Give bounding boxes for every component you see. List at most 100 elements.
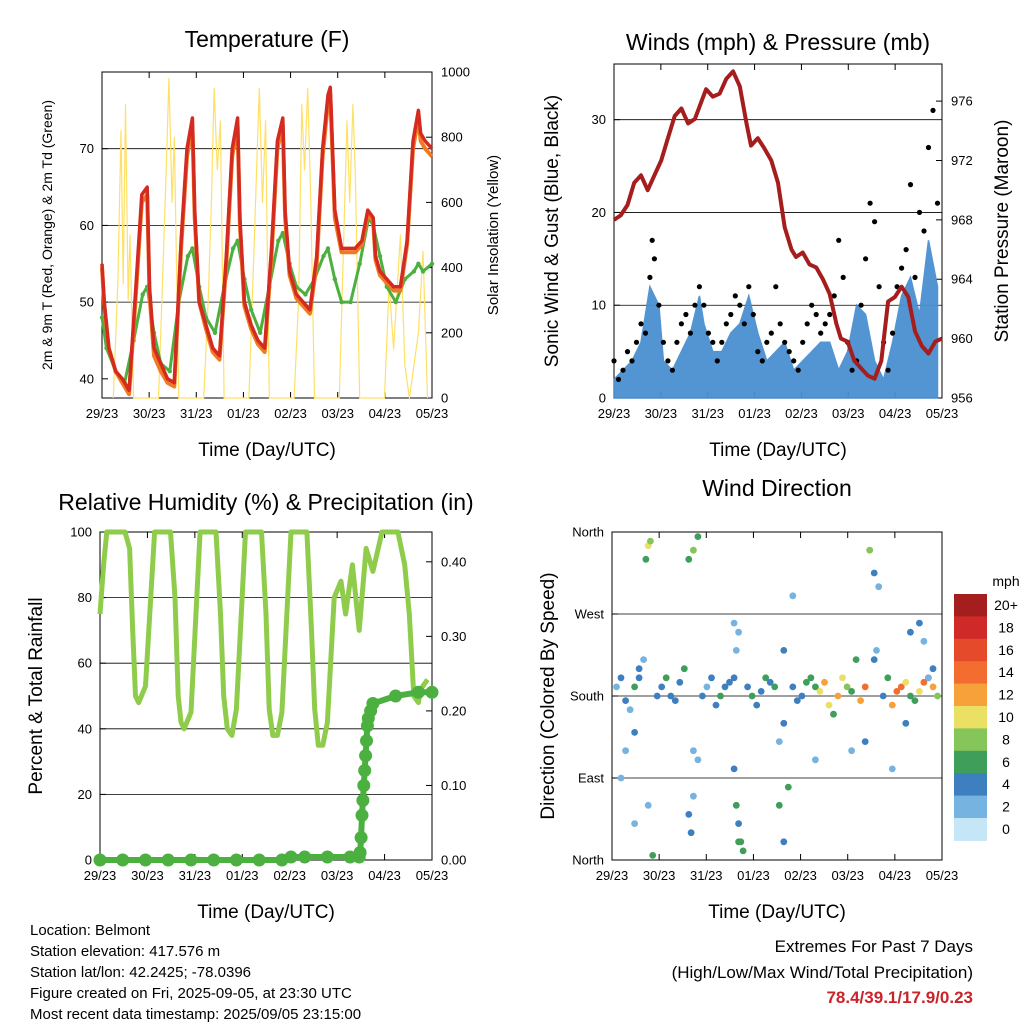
wind-direction-point [640, 656, 647, 663]
wind-direction-point [907, 628, 914, 636]
gust-point [696, 284, 703, 290]
wind-direction-point [861, 738, 869, 745]
y2-tick-label: 200 [441, 325, 463, 340]
wind-direction-point [690, 546, 697, 554]
gust-point [678, 321, 685, 327]
colorbar-label: 10 [998, 709, 1014, 725]
wind-direction-point [848, 688, 855, 695]
wind-direction-point [793, 697, 801, 704]
y-tick-label: 50 [80, 295, 94, 310]
y-axis-label: Direction (Colored By Speed) [538, 572, 559, 819]
wind-direction-point [671, 697, 679, 704]
gust-point [764, 339, 770, 345]
wind-direction-point [647, 537, 654, 545]
wind-direction-point [771, 683, 779, 691]
panel-2: 0 10 20 30 956 960 964 968 972 976 29/23 30/23 31/23… [542, 29, 1013, 461]
gust-point [872, 219, 878, 225]
gust-point [701, 302, 707, 308]
dewpoint-point [140, 292, 145, 297]
colorbar-label: 0 [1002, 821, 1010, 837]
extremes-box: Extremes For Past 7 Days (High/Low/Max W… [672, 934, 973, 1011]
wind-direction-point [617, 674, 625, 682]
wind-direction-point [925, 674, 932, 682]
gust-point [782, 339, 788, 345]
panel-3: 0 20 40 60 80 100 0.00 0.10 0.20 0.30 0.40 29/23 30/… [26, 489, 474, 923]
gust-point [822, 321, 828, 327]
gust-point [903, 247, 909, 253]
x-axis-label: Time (Day/UTC) [198, 440, 336, 461]
wind-direction-point [766, 678, 774, 686]
dewpoint-point [332, 276, 337, 282]
x-tick-label: 30/23 [645, 406, 678, 421]
gust-point [642, 330, 649, 336]
location-text: Location: Belmont [30, 922, 151, 939]
chart-title: Relative Humidity (%) & Precipitation (i… [58, 489, 473, 515]
y-tick-label: 10 [592, 298, 606, 313]
y-axis-label: Sonic Wind & Gust (Blue, Black) [542, 95, 563, 367]
wind-direction-point [852, 656, 860, 663]
gust-point [692, 302, 698, 308]
wind-direction-point [737, 838, 745, 846]
y2-tick-label: 600 [441, 195, 463, 210]
x-tick-label: 29/23 [596, 868, 629, 883]
colorbar-swatch [954, 706, 987, 729]
wind-direction-point [757, 688, 765, 695]
gust-point [768, 330, 774, 336]
dewpoint-point [230, 246, 236, 251]
wind-direction-point [911, 697, 919, 704]
colorbar-label: 18 [998, 619, 1014, 635]
colorbar-label: 12 [998, 687, 1014, 703]
wind-direction-point [658, 683, 666, 691]
dewpoint-point [258, 330, 263, 335]
gust-point [683, 311, 689, 318]
x-tick-label: 01/23 [738, 406, 771, 421]
y2-tick-label: 800 [441, 130, 463, 145]
dewpoint-point [321, 253, 326, 259]
panel-1: 40 50 60 70 0 200 400 600 800 1000 29/23 30/23 31/23… [39, 26, 502, 461]
gust-point [710, 339, 716, 345]
colorbar-label: 4 [1002, 776, 1010, 792]
x-tick-label: 04/23 [879, 406, 912, 421]
wind-direction-point [712, 701, 720, 709]
wind-direction-point [694, 533, 702, 540]
wind-direction-point [631, 683, 638, 691]
gust-point [804, 321, 810, 327]
wind-direction-point [902, 719, 910, 727]
gust-point [849, 367, 855, 373]
x-tick-label: 04/23 [369, 406, 402, 421]
y-tick-label: 60 [78, 656, 92, 671]
wind-direction-point [730, 674, 738, 682]
wind-direction-point [635, 674, 643, 682]
wind-direction-point [762, 674, 770, 682]
y-tick-label: 80 [78, 590, 92, 605]
gust-point [615, 376, 622, 382]
y2-axis-label: Solar Insolation (Yellow) [485, 155, 502, 315]
figure-created-text: Figure created on Fri, 2025-09-05, at 23… [30, 985, 352, 1002]
wind-direction-point [893, 688, 901, 695]
y2-tick-label: 0.40 [441, 554, 466, 569]
wind-direction-point [644, 801, 652, 809]
wind-direction-point [631, 729, 638, 736]
wind-direction-point [699, 692, 706, 700]
data-timestamp-text: Most recent data timestamp: 2025/09/05 2… [30, 1006, 362, 1023]
gust-point [858, 302, 864, 308]
y-tick-label: 30 [592, 112, 606, 127]
solar-insolation-line [112, 77, 429, 399]
gust-point [827, 311, 833, 318]
dewpoint-point [303, 292, 308, 297]
gust-point [732, 293, 738, 299]
wind-direction-point [708, 674, 715, 682]
wind-direction-point [676, 678, 684, 686]
gust-point [723, 321, 729, 327]
wind-direction-point [929, 665, 937, 673]
wind-direction-point [803, 678, 810, 686]
gust-point [611, 358, 617, 364]
x-tick-label: 05/23 [926, 868, 959, 883]
y2-tick-label: 0.10 [441, 778, 466, 793]
gust-point [876, 284, 882, 290]
gust-point [750, 311, 756, 318]
y-tick-label: West [575, 607, 605, 622]
y-tick-label: South [570, 689, 604, 704]
wind-direction-point [744, 683, 751, 691]
